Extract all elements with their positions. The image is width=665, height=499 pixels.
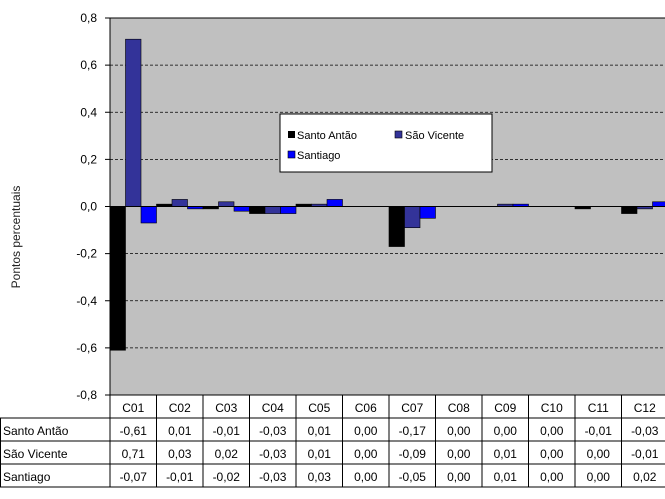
data-label: 0,03 — [168, 447, 192, 461]
legend-label-santo-antao: Santo Antão — [297, 130, 357, 142]
bar — [140, 206, 157, 224]
legend-swatch-sao-vicente — [394, 130, 403, 139]
data-label: 0,01 — [168, 424, 192, 438]
data-label: 0,01 — [308, 424, 332, 438]
y-tick-label: 0,4 — [80, 105, 97, 119]
data-label: 0,01 — [494, 470, 518, 484]
data-label: -0,01 — [166, 470, 194, 484]
data-label: -0,01 — [213, 424, 241, 438]
bar — [233, 206, 250, 212]
y-axis-ticks: -0,8 -0,6 -0,4 -0,2 0,0 0,2 0,4 0,6 0,8 — [76, 11, 110, 402]
data-label: 0,00 — [540, 424, 564, 438]
data-label: 0,00 — [540, 470, 564, 484]
y-tick-label: 0,6 — [80, 58, 97, 72]
bar — [419, 206, 436, 219]
data-label: 0,00 — [587, 447, 611, 461]
data-label: -0,03 — [259, 424, 287, 438]
data-label: 0,00 — [354, 447, 378, 461]
data-label: -0,61 — [120, 424, 148, 438]
category-label: C07 — [401, 401, 423, 415]
bar — [109, 206, 126, 351]
category-label: C01 — [122, 401, 144, 415]
data-label: 0,71 — [122, 447, 146, 461]
legend: Santo Antão São Vicente Santiago — [279, 113, 493, 173]
data-label: 0,00 — [540, 447, 564, 461]
bar — [171, 199, 188, 207]
data-label: -0,03 — [259, 447, 287, 461]
y-tick-label: 0,8 — [80, 11, 97, 25]
y-tick-label: -0,2 — [76, 247, 97, 261]
data-label: -0,01 — [631, 447, 659, 461]
category-label: C05 — [308, 401, 330, 415]
bar — [249, 206, 266, 214]
data-label: -0,09 — [399, 447, 427, 461]
table-row-label: Santo Antão — [3, 424, 69, 438]
category-label: C08 — [448, 401, 470, 415]
data-label: 0,01 — [494, 447, 518, 461]
table-row-label: Santiago — [3, 470, 51, 484]
bar — [280, 206, 297, 214]
bar — [621, 206, 638, 214]
legend-label-santiago: Santiago — [297, 150, 340, 162]
data-label: -0,03 — [259, 470, 287, 484]
data-label: 0,02 — [633, 470, 657, 484]
y-tick-label: -0,8 — [76, 388, 97, 402]
legend-swatch-santo-antao — [288, 131, 295, 138]
legend-label-sao-vicente: São Vicente — [405, 130, 464, 142]
data-label: 0,03 — [308, 470, 332, 484]
data-label: 0,00 — [494, 424, 518, 438]
y-tick-label: 0,0 — [80, 200, 97, 214]
table-row-label: São Vicente — [3, 447, 68, 461]
category-label: C12 — [634, 401, 656, 415]
data-label: 0,00 — [447, 447, 471, 461]
data-label: 0,00 — [447, 424, 471, 438]
y-tick-label: -0,6 — [76, 341, 97, 355]
bar — [264, 206, 281, 214]
category-label: C06 — [355, 401, 377, 415]
category-label: C02 — [169, 401, 191, 415]
bar — [326, 199, 343, 207]
legend-box — [279, 113, 493, 173]
bar — [125, 38, 142, 207]
data-label: -0,07 — [120, 470, 148, 484]
bar — [388, 206, 405, 247]
bars — [109, 38, 665, 351]
category-label: C11 — [588, 401, 609, 415]
data-label: 0,00 — [354, 470, 378, 484]
legend-swatch-santiago — [287, 150, 296, 159]
data-label: 0,02 — [215, 447, 239, 461]
bar — [404, 206, 421, 229]
bar — [218, 201, 235, 207]
data-label: -0,02 — [213, 470, 241, 484]
category-label: C04 — [262, 401, 284, 415]
y-axis-label: Pontos percentuais — [9, 186, 23, 289]
data-label: 0,01 — [308, 447, 332, 461]
bar — [652, 201, 665, 207]
data-label: -0,01 — [585, 424, 613, 438]
data-label: 0,00 — [447, 470, 471, 484]
data-label: -0,05 — [399, 470, 427, 484]
data-label: -0,03 — [631, 424, 659, 438]
category-label: C03 — [215, 401, 237, 415]
category-label: C09 — [494, 401, 516, 415]
y-tick-label: 0,2 — [80, 152, 97, 166]
data-label: 0,00 — [354, 424, 378, 438]
data-table: C01 C02 C03 C04 C05 C06 C07 C08 C09 C10 C11 C12 Sant… — [0, 394, 665, 488]
category-label: C10 — [541, 401, 563, 415]
data-label: -0,17 — [399, 424, 427, 438]
y-tick-label: -0,4 — [76, 294, 97, 308]
data-label: 0,00 — [587, 470, 611, 484]
